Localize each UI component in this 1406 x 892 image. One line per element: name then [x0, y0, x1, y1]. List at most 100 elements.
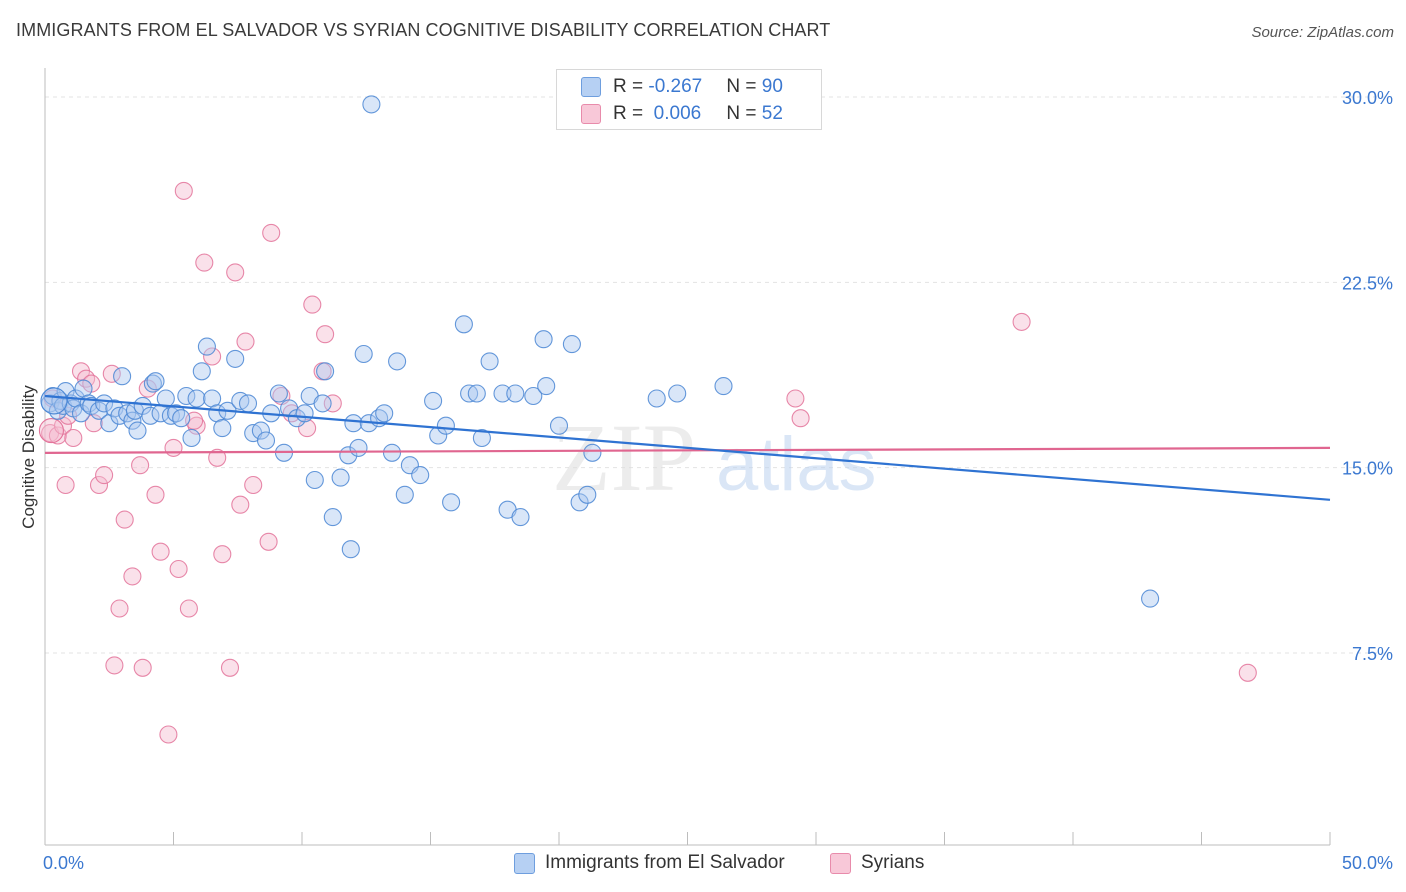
data-point [262, 223, 281, 242]
data-point [169, 559, 188, 579]
data-point [534, 330, 553, 349]
data-point [146, 372, 165, 391]
grid-lines [45, 96, 1392, 654]
pink-swatch [581, 104, 601, 124]
data-point [187, 389, 206, 408]
data-point [138, 379, 157, 398]
data-point [714, 377, 733, 396]
data-point [349, 438, 368, 457]
data-point [251, 421, 270, 440]
data-point [146, 485, 165, 504]
data-point [344, 414, 363, 433]
data-point [195, 253, 214, 272]
r-value: -0.267 [648, 76, 703, 97]
watermark-atlas: atlas [716, 422, 877, 507]
legend-item-el-salvador[interactable]: Immigrants from El Salvador [514, 852, 785, 874]
data-point [537, 377, 556, 396]
data-point [182, 428, 201, 448]
data-point [256, 431, 276, 450]
data-point [362, 95, 381, 114]
data-point [238, 394, 258, 413]
legend-item-syrians[interactable]: Syrians [830, 852, 924, 874]
data-point [115, 510, 134, 529]
blue-swatch [581, 77, 601, 97]
data-point [177, 386, 196, 406]
data-point [113, 367, 132, 386]
data-point [511, 508, 530, 527]
data-point [341, 540, 360, 559]
data-point [95, 466, 114, 485]
y-axis-label: Cognitive Disability [19, 385, 38, 529]
data-point [454, 315, 473, 334]
data-point [316, 325, 335, 344]
data-point [282, 404, 301, 423]
data-point [467, 384, 486, 403]
legend-label: Immigrants from El Salvador [545, 852, 785, 873]
stats-row-el-salvador: R = -0.267 N = 90 [581, 75, 783, 99]
data-point [64, 428, 83, 448]
data-point [472, 428, 491, 448]
data-point [220, 658, 240, 677]
x-tick-label: 0.0% [43, 853, 84, 873]
data-point [436, 416, 455, 435]
trend-line-el-salvador [44, 394, 1331, 501]
r-label: R = [613, 103, 649, 124]
pink-swatch [830, 852, 851, 874]
data-point [424, 391, 443, 410]
data-point [1238, 663, 1257, 682]
data-point [123, 567, 142, 586]
data-point [442, 493, 461, 512]
y-tick-label: 15.0% [1342, 459, 1393, 479]
data-point [110, 599, 129, 618]
data-point [305, 470, 324, 490]
data-point [38, 418, 64, 444]
data-point [213, 419, 232, 438]
data-point [133, 396, 152, 415]
data-point [395, 485, 414, 504]
data-point [128, 421, 147, 440]
data-point [213, 545, 232, 564]
data-point [131, 456, 150, 475]
data-point [48, 426, 67, 445]
series-el-salvador [40, 95, 1160, 608]
stats-row-syrians: R = 0.006 N = 52 [581, 102, 783, 126]
data-point [71, 404, 91, 423]
data-point [583, 443, 602, 462]
data-point [313, 394, 332, 413]
chart-title: IMMIGRANTS FROM EL SALVADOR VS SYRIAN CO… [16, 20, 831, 40]
data-point [480, 352, 499, 371]
data-point [524, 386, 543, 406]
legend-label: Syrians [861, 852, 925, 873]
blue-swatch [514, 852, 535, 874]
trend-line-syrians [44, 446, 1331, 454]
tick-labels: 7.5% 15.0% 22.5% 30.0% 0.0% 50.0% [43, 88, 1393, 873]
data-point [244, 475, 263, 495]
trend-lines [44, 394, 1331, 501]
data-point [303, 295, 322, 314]
data-point [493, 384, 512, 403]
data-point [167, 404, 186, 423]
data-point [208, 448, 227, 467]
data-point [40, 387, 68, 415]
data-point [506, 384, 525, 403]
data-point [323, 508, 342, 527]
data-point [382, 443, 402, 462]
data-point [192, 362, 211, 381]
data-point [562, 335, 581, 354]
data-point [791, 409, 810, 428]
data-point [179, 599, 198, 618]
r-value: 0.006 [648, 103, 702, 124]
y-tick-label: 22.5% [1342, 273, 1393, 293]
data-point [174, 181, 193, 200]
data-point [316, 362, 335, 381]
stats-legend: R = -0.267 N = 90 R = 0.006 N = 52 [556, 69, 822, 130]
data-point [269, 384, 288, 403]
data-point [331, 468, 350, 487]
data-point [151, 542, 170, 561]
data-point [578, 485, 597, 504]
data-point [133, 658, 152, 677]
n-value: 90 [761, 76, 783, 97]
data-point [323, 394, 342, 413]
data-point [203, 347, 222, 366]
